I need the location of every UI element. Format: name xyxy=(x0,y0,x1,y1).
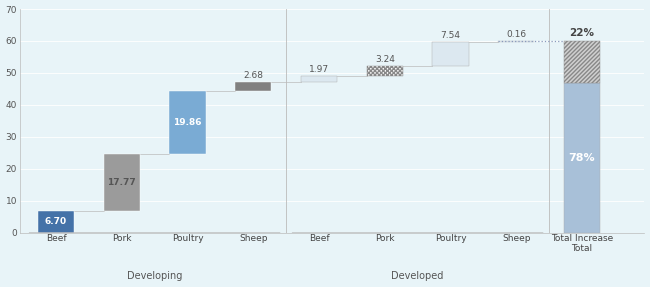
Text: Developing: Developing xyxy=(127,272,182,282)
Text: 1.97: 1.97 xyxy=(309,65,329,74)
Bar xyxy=(564,41,600,83)
Bar xyxy=(235,82,271,91)
Bar xyxy=(432,42,469,66)
Text: 19.86: 19.86 xyxy=(174,118,202,127)
Bar xyxy=(367,66,403,76)
Text: 22%: 22% xyxy=(569,28,595,38)
Bar xyxy=(38,211,74,232)
Text: 2.68: 2.68 xyxy=(243,71,263,80)
Text: 78%: 78% xyxy=(569,153,595,163)
Bar xyxy=(564,83,600,232)
Text: 6.70: 6.70 xyxy=(45,217,67,226)
Text: Developed: Developed xyxy=(391,272,444,282)
Bar xyxy=(301,76,337,82)
Bar xyxy=(170,91,205,154)
Bar xyxy=(103,154,140,211)
Bar xyxy=(498,41,534,42)
Text: 3.24: 3.24 xyxy=(375,55,395,64)
Text: 17.77: 17.77 xyxy=(107,178,136,187)
Text: 7.54: 7.54 xyxy=(441,31,460,40)
Text: 0.16: 0.16 xyxy=(506,30,526,39)
